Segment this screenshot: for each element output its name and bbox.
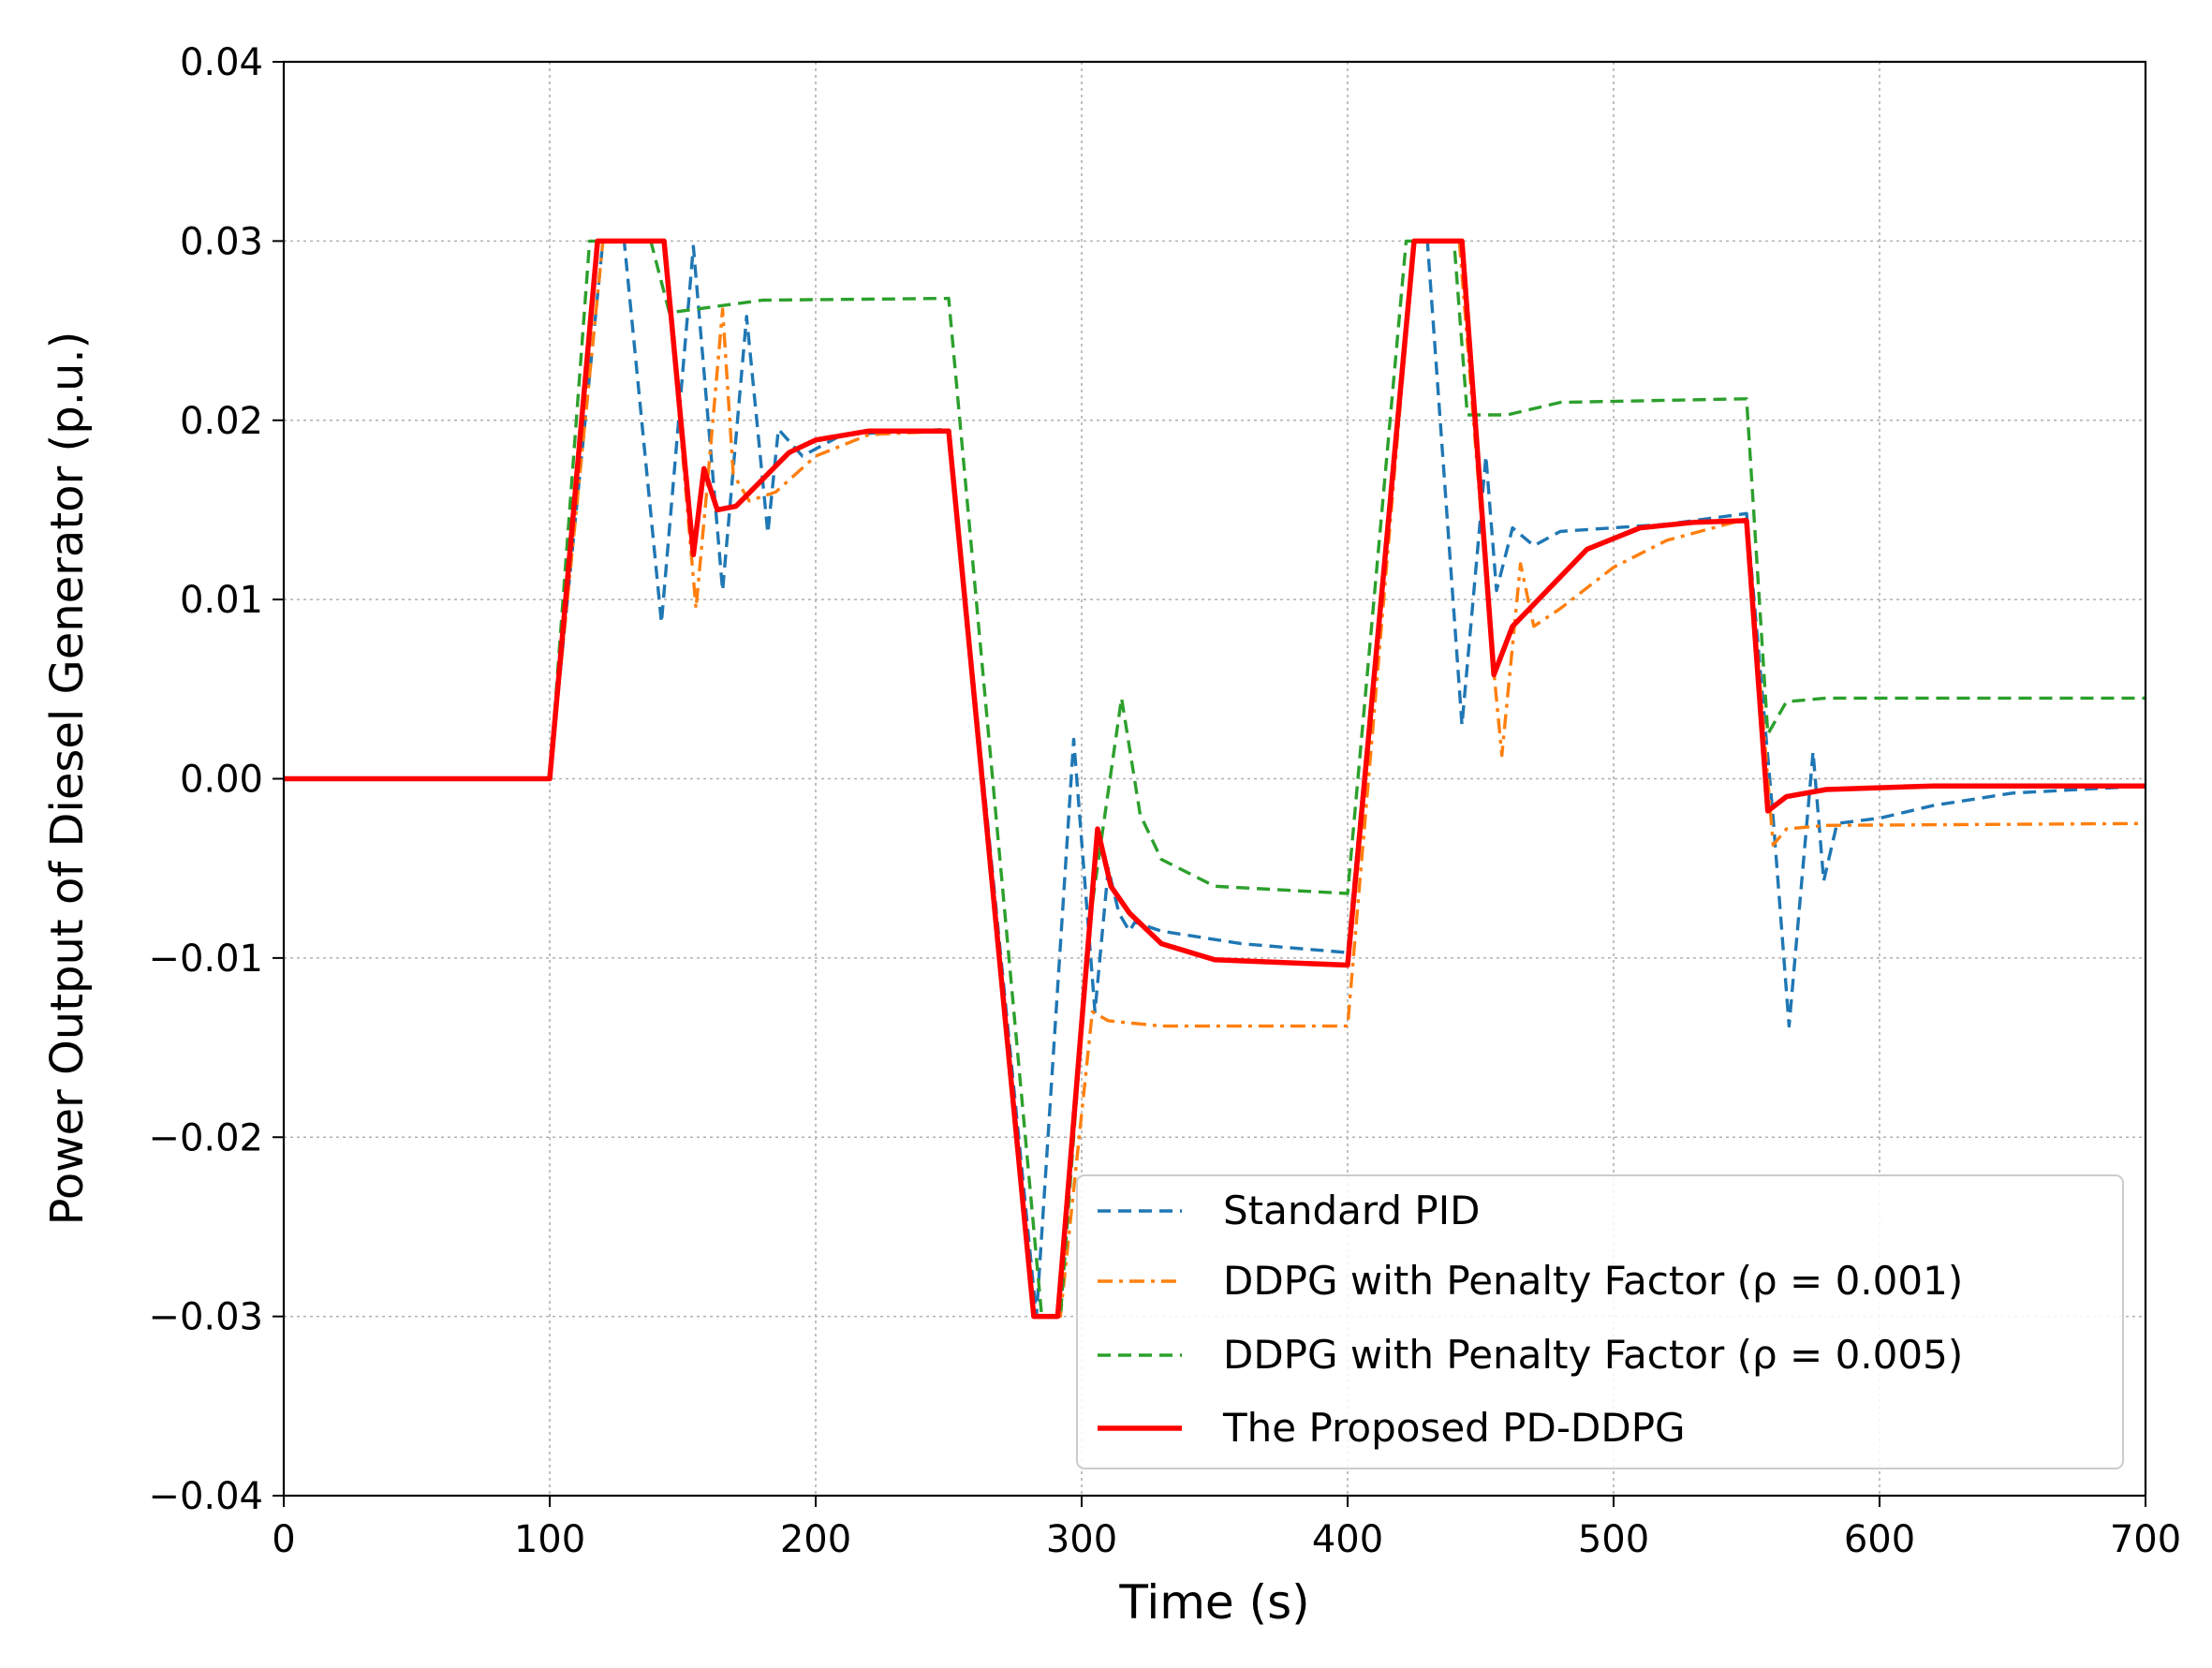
y-tick-label: 0.00 bbox=[180, 759, 263, 802]
legend: Standard PID DDPG with Penalty Factor (ρ … bbox=[1076, 1174, 2124, 1469]
x-tick-label: 0 bbox=[272, 1518, 295, 1561]
series-group bbox=[284, 238, 2146, 1320]
axis-ticks: 0 100 200 300 400 500 600 700 −0.04 −0.03 −0.02 −0.… bbox=[148, 41, 2181, 1561]
legend-label-3: DDPG with Penalty Factor (ρ = 0.005) bbox=[1223, 1332, 1963, 1378]
series-line-4 bbox=[284, 238, 2146, 1320]
x-tick-label: 100 bbox=[514, 1518, 585, 1561]
y-axis-label: Power Output of Diesel Generator (p.u.) bbox=[41, 332, 94, 1226]
series-line-1 bbox=[284, 239, 2146, 1319]
y-tick-label: −0.04 bbox=[148, 1475, 263, 1518]
y-tick-label: 0.01 bbox=[180, 579, 263, 622]
x-tick-label: 400 bbox=[1312, 1518, 1383, 1561]
series-line-2 bbox=[284, 239, 2146, 1319]
y-tick-label: 0.03 bbox=[180, 220, 263, 263]
y-tick-label: −0.01 bbox=[148, 937, 263, 981]
y-tick-label: −0.02 bbox=[148, 1116, 263, 1159]
legend-box bbox=[1076, 1174, 2124, 1469]
x-tick-label: 700 bbox=[2110, 1518, 2181, 1561]
legend-label-1: Standard PID bbox=[1223, 1188, 1480, 1233]
x-tick-label: 500 bbox=[1578, 1518, 1649, 1561]
x-tick-label: 600 bbox=[1844, 1518, 1915, 1561]
legend-label-4: The Proposed PD-DDPG bbox=[1222, 1405, 1686, 1451]
y-tick-label: 0.04 bbox=[180, 41, 263, 84]
series-line-3 bbox=[284, 239, 2146, 1319]
x-tick-label: 300 bbox=[1046, 1518, 1117, 1561]
x-tick-label: 200 bbox=[780, 1518, 851, 1561]
y-tick-label: 0.02 bbox=[180, 400, 263, 443]
legend-label-2: DDPG with Penalty Factor (ρ = 0.001) bbox=[1223, 1258, 1963, 1304]
y-tick-label: −0.03 bbox=[148, 1296, 263, 1339]
x-axis-label: Time (s) bbox=[1118, 1575, 1309, 1630]
